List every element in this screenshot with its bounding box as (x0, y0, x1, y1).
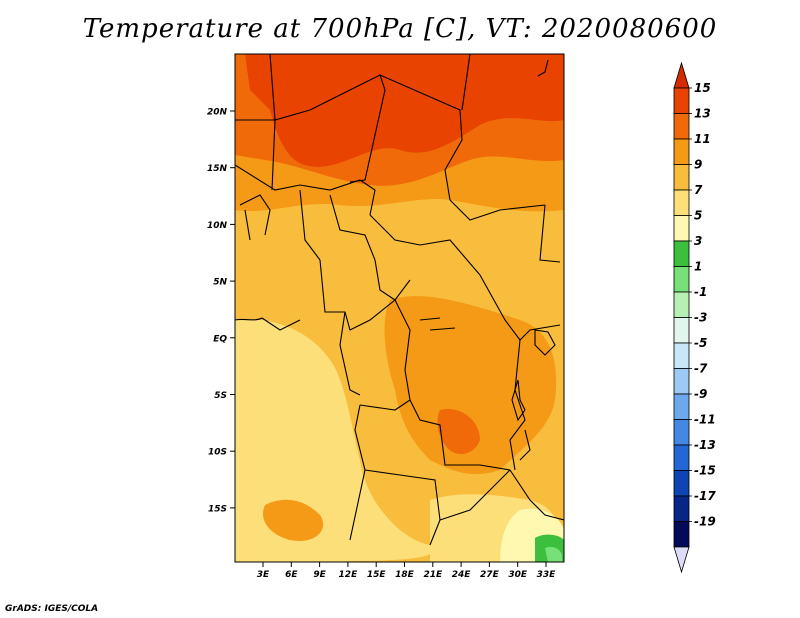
colorbar-swatch (673, 291, 690, 318)
colorbar-label: -19 (694, 515, 716, 529)
colorbar-label: -7 (694, 362, 708, 376)
colorbar-label: 13 (694, 107, 711, 121)
lon-label: 15E (367, 570, 387, 580)
colorbar-swatch (673, 138, 690, 165)
colorbar-label: 7 (694, 183, 703, 197)
colorbar-swatch (673, 470, 690, 497)
lon-label: 9E (313, 570, 326, 580)
lat-label: 5N (213, 278, 227, 288)
colorbar-swatch (673, 444, 690, 471)
colorbar-label: -13 (694, 438, 716, 452)
colorbar-swatch (673, 113, 690, 140)
colorbar-label: -5 (694, 336, 707, 350)
lat-label: 15N (207, 164, 228, 174)
longitude-axis: 3E 6E 9E 12E 15E 18E 21E 24E 27E 30E 33E (257, 562, 556, 580)
credit-text: GrADS: IGES/COLA (5, 604, 99, 614)
colorbar-bottom-arrow (673, 546, 690, 574)
colorbar-label: -9 (694, 387, 707, 401)
colorbar-swatch (673, 87, 690, 114)
lon-label: 21E (423, 570, 443, 580)
lon-label: 3E (257, 570, 270, 580)
colorbar-swatch (673, 495, 690, 522)
colorbar-swatch (673, 368, 690, 395)
map-frame (234, 53, 565, 563)
lat-label: 5S (214, 391, 227, 401)
colorbar-label: 3 (694, 234, 702, 248)
lon-label: 18E (395, 570, 415, 580)
colorbar-swatch (673, 215, 690, 242)
colorbar-swatch (673, 317, 690, 344)
colorbar-swatch (673, 266, 690, 293)
colorbar-label: -1 (694, 285, 707, 299)
colorbar-label: 5 (694, 209, 702, 223)
lat-label: 15S (208, 504, 227, 514)
latitude-axis: 20N 15N 10N 5N EQ 5S 10S 15S (207, 108, 235, 514)
lat-label: 20N (207, 108, 228, 118)
colorbar-swatch (673, 342, 690, 369)
lon-label: 6E (285, 570, 298, 580)
chart-title: Temperature at 700hPa [C], VT: 202008060… (82, 14, 718, 44)
colorbar-label: -3 (694, 311, 707, 325)
lon-label: 12E (339, 570, 359, 580)
lon-label: 33E (537, 570, 557, 580)
colorbar-label: -11 (694, 413, 716, 427)
colorbar-label: -15 (694, 464, 716, 478)
lon-label: 27E (480, 570, 500, 580)
colorbar-swatch (673, 240, 690, 267)
colorbar-label: 9 (694, 158, 702, 172)
colorbar-label: 11 (694, 132, 711, 146)
colorbar-top-arrow (673, 61, 690, 89)
lat-label: 10N (207, 221, 228, 231)
colorbar-label: -17 (694, 489, 716, 503)
lon-label: 30E (508, 570, 528, 580)
colorbar-swatch (673, 189, 690, 216)
colorbar-label: 15 (694, 81, 711, 95)
colorbar-label: 1 (694, 260, 702, 274)
colorbar-swatch (673, 164, 690, 191)
colorbar-swatch (673, 393, 690, 420)
colorbar-swatch (673, 419, 690, 446)
lat-label: EQ (213, 334, 227, 344)
colorbar-swatch (673, 521, 690, 548)
country-borders (235, 54, 564, 546)
lon-label: 24E (452, 570, 472, 580)
lat-label: 10S (208, 448, 227, 458)
colorbar: 15 13 11 9 7 5 3 1 -1 -3 -5 -7 -9 -11 -13 -15 -17 -19 (673, 61, 716, 574)
